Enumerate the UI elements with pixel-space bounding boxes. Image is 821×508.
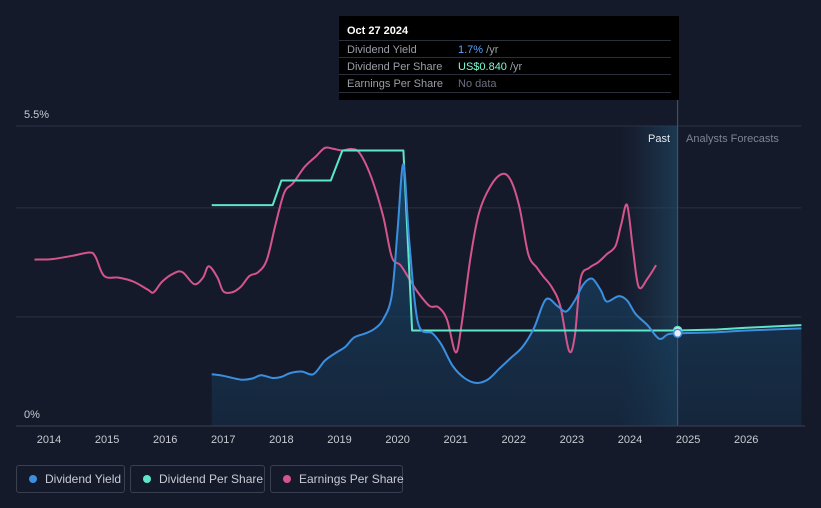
tooltip-unit: /yr (506, 61, 523, 73)
dividend-per-share-line (211, 149, 802, 332)
legend-item-dividend-per-share[interactable]: Dividend Per Share (130, 465, 265, 493)
forecast-label: Analysts Forecasts (686, 133, 779, 145)
x-tick-label: 2020 (385, 434, 409, 446)
legend-label: Dividend Yield (45, 472, 122, 486)
legend-dot-icon (29, 475, 37, 483)
tooltip-date: Oct 27 2024 (347, 25, 409, 37)
tooltip-unit: /yr (483, 44, 499, 56)
past-label: Past (648, 133, 670, 145)
dividend-yield-line (211, 163, 802, 384)
tooltip-markers (672, 325, 683, 339)
legend-dot-icon (143, 475, 151, 483)
legend-item-dividend-yield[interactable]: Dividend Yield (16, 465, 125, 493)
x-tick-label: 2021 (443, 434, 467, 446)
tooltip-label: Dividend Yield (347, 44, 417, 56)
tooltip-value: US$0.840 (458, 61, 507, 73)
legend-label: Earnings Per Share (299, 472, 404, 486)
x-tick-label: 2014 (37, 434, 61, 446)
earnings-per-share-line (34, 146, 657, 354)
x-axis-ticks: 2014 2015 2016 2017 2018 2019 2020 2021 2022 2023… (37, 434, 759, 446)
y-axis-bottom-label: 0% (24, 409, 40, 421)
x-tick-label: 2019 (327, 434, 351, 446)
x-tick-label: 2015 (95, 434, 119, 446)
x-tick-label: 2023 (560, 434, 584, 446)
tooltip: Oct 27 2024 Dividend Yield 1.7% /yr Divi… (339, 16, 679, 100)
x-tick-label: 2026 (734, 434, 758, 446)
tooltip-label: Dividend Per Share (347, 61, 443, 73)
legend-label: Dividend Per Share (159, 472, 264, 486)
x-tick-label: 2017 (211, 434, 235, 446)
x-tick-label: 2022 (502, 434, 526, 446)
legend-item-earnings-per-share[interactable]: Earnings Per Share (270, 465, 404, 493)
series-lines (34, 146, 802, 384)
x-tick-label: 2024 (618, 434, 642, 446)
tooltip-label: Earnings Per Share (347, 78, 443, 90)
dividend-yield-area (211, 164, 802, 426)
x-tick-label: 2018 (269, 434, 293, 446)
tooltip-value: 1.7% (458, 44, 484, 56)
tooltip-row-dividend-yield: Dividend Yield 1.7% /yr (339, 40, 671, 58)
x-tick-label: 2025 (676, 434, 700, 446)
tooltip-row-earnings-per-share: Earnings Per Share No data (339, 74, 671, 93)
legend-dot-icon (283, 475, 291, 483)
tooltip-value: No data (458, 78, 497, 90)
x-tick-label: 2016 (153, 434, 177, 446)
y-axis-top-label: 5.5% (24, 109, 49, 121)
dividend-yield-marker (672, 328, 683, 339)
tooltip-row-dividend-per-share: Dividend Per Share US$0.840 /yr (339, 57, 671, 75)
